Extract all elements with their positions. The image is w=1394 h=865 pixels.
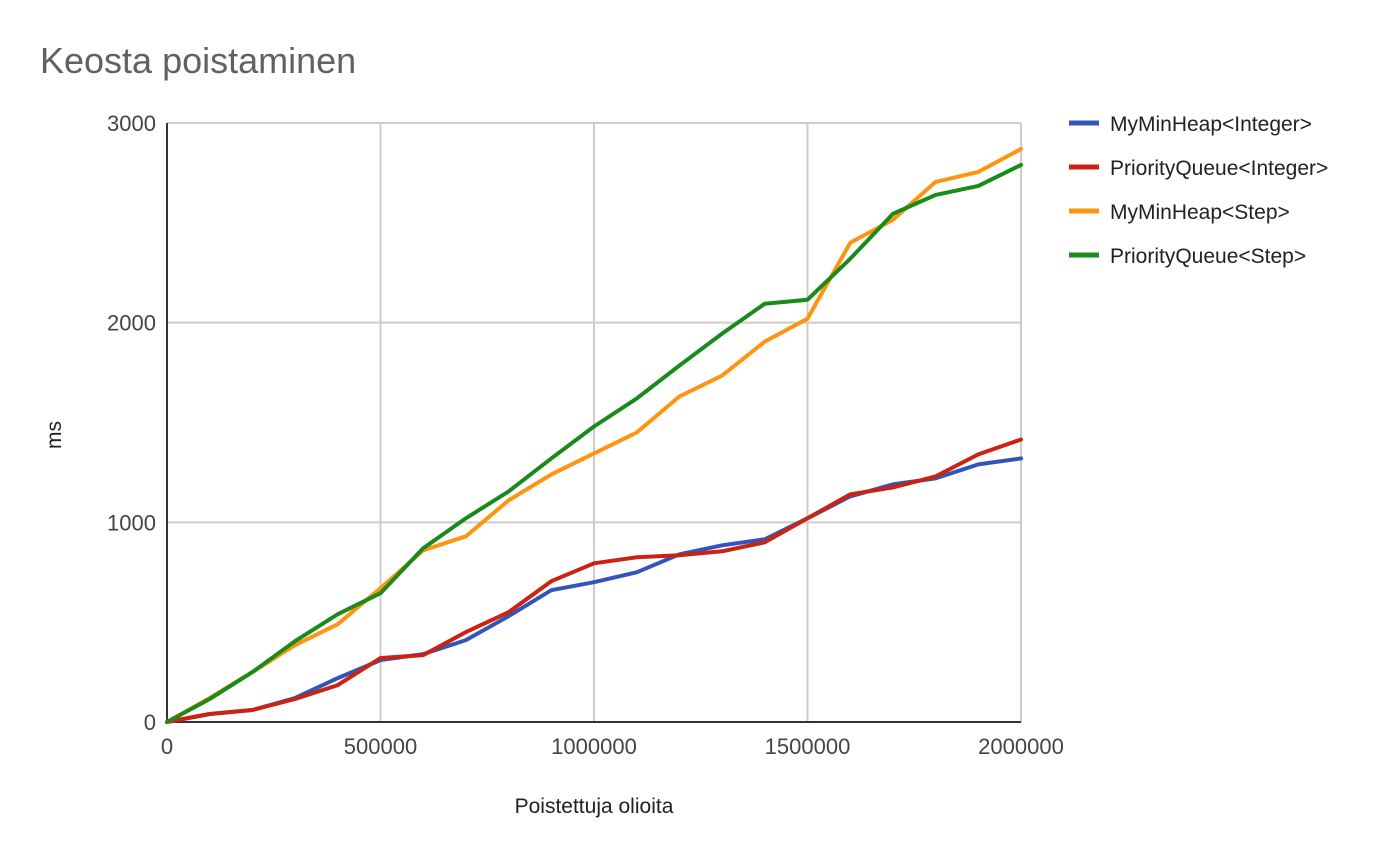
axis-layer [166,123,1021,723]
x-tick-label: 0 [161,734,173,759]
legend-label: PriorityQueue<Integer> [1110,157,1328,180]
x-axis-title: Poistettuja olioita [515,795,674,818]
y-tick-label: 1000 [107,510,156,535]
legend-label: PriorityQueue<Step> [1110,245,1306,268]
y-tick-label: 3000 [107,111,156,136]
legend-label: MyMinHeap<Step> [1110,201,1290,224]
legend-label: MyMinHeap<Integer> [1110,113,1312,136]
y-tick-label: 0 [144,710,156,735]
series-layer [165,147,1023,724]
y-tick-label: 2000 [107,311,156,336]
x-tick-label: 1000000 [551,734,637,759]
tick-layer: 0 1000 2000 3000 0 500000 1000000 1500000 200000… [107,111,1064,759]
chart-title: Keosta poistaminen [40,40,356,81]
x-tick-label: 500000 [344,734,417,759]
grid-layer [167,122,1022,722]
x-tick-label: 2000000 [978,734,1064,759]
series-line-3 [165,162,1023,724]
x-tick-label: 1500000 [765,734,851,759]
legend: MyMinHeap<Integer> PriorityQueue<Integer>… [1069,113,1328,268]
y-axis-title: ms [43,421,66,449]
series-line-1 [165,437,1023,724]
